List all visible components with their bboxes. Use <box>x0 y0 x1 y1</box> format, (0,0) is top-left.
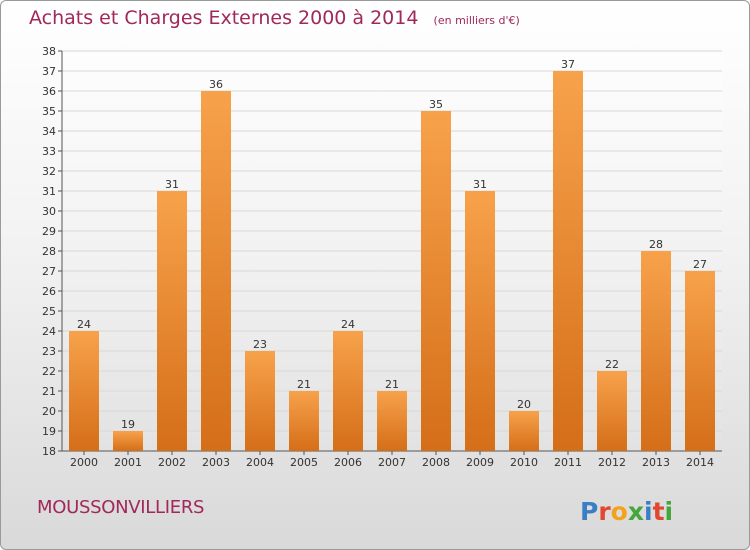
bar-value-label: 28 <box>649 238 663 251</box>
title-row: Achats et Charges Externes 2000 à 2014 (… <box>29 7 520 29</box>
bar <box>641 251 671 451</box>
bar-value-label: 37 <box>561 58 575 71</box>
bar <box>465 191 495 451</box>
bar <box>245 351 275 451</box>
bar <box>289 391 319 451</box>
bar <box>201 91 231 451</box>
y-tick-label: 31 <box>42 185 56 198</box>
x-tick-label: 2009 <box>466 456 494 469</box>
y-tick-label: 28 <box>42 245 56 258</box>
bar <box>69 331 99 451</box>
y-tick-label: 33 <box>42 145 56 158</box>
chart-unit: (en milliers d'€) <box>433 14 520 27</box>
x-tick-label: 2013 <box>642 456 670 469</box>
bar-value-label: 27 <box>693 258 707 271</box>
bar <box>377 391 407 451</box>
bar-value-label: 22 <box>605 358 619 371</box>
y-tick-label: 32 <box>42 165 56 178</box>
x-tick-label: 2002 <box>158 456 186 469</box>
chart-title: Achats et Charges Externes 2000 à 2014 <box>29 7 419 29</box>
y-tick-label: 38 <box>42 45 56 58</box>
y-tick-label: 27 <box>42 265 56 278</box>
x-tick-label: 2012 <box>598 456 626 469</box>
bar-value-label: 21 <box>385 378 399 391</box>
bar-value-label: 21 <box>297 378 311 391</box>
bar-value-label: 31 <box>165 178 179 191</box>
x-tick-label: 2007 <box>378 456 406 469</box>
bar <box>509 411 539 451</box>
x-tick-label: 2004 <box>246 456 274 469</box>
bars <box>69 71 715 451</box>
bar-value-label: 24 <box>77 318 91 331</box>
bar-value-label: 19 <box>121 418 135 431</box>
proxiti-logo: Proxiti <box>580 497 673 526</box>
bar-value-label: 36 <box>209 78 223 91</box>
value-labels: 24 19 31 36 23 21 24 21 35 31 20 37 22 28 27 <box>77 58 707 431</box>
y-tick-label: 18 <box>42 445 56 458</box>
y-tick-label: 21 <box>42 385 56 398</box>
bar-value-label: 23 <box>253 338 267 351</box>
bar <box>157 191 187 451</box>
x-tick-label: 2000 <box>70 456 98 469</box>
bar <box>113 431 143 451</box>
x-tick-label: 2014 <box>686 456 714 469</box>
x-tick-label: 2006 <box>334 456 362 469</box>
x-tick-label: 2008 <box>422 456 450 469</box>
bar-value-label: 31 <box>473 178 487 191</box>
bar-value-label: 24 <box>341 318 355 331</box>
bar <box>421 111 451 451</box>
y-tick-label: 37 <box>42 65 56 78</box>
y-tick-label: 20 <box>42 405 56 418</box>
y-tick-label: 36 <box>42 85 56 98</box>
bar <box>597 371 627 451</box>
bar <box>553 71 583 451</box>
y-tick-label: 25 <box>42 305 56 318</box>
x-tick-label: 2001 <box>114 456 142 469</box>
x-tick-label: 2005 <box>290 456 318 469</box>
y-tick-label: 29 <box>42 225 56 238</box>
bar <box>685 271 715 451</box>
bar <box>333 331 363 451</box>
y-tick-label: 30 <box>42 205 56 218</box>
bar-value-label: 20 <box>517 398 531 411</box>
y-tick-label: 19 <box>42 425 56 438</box>
x-tick-label: 2011 <box>554 456 582 469</box>
svg-text:Proxiti: Proxiti <box>580 497 673 526</box>
axes: 18 19 20 21 22 23 24 25 26 27 28 29 30 31 32 33 34 35 36 37… <box>42 45 722 469</box>
x-tick-label: 2003 <box>202 456 230 469</box>
x-tick-label: 2010 <box>510 456 538 469</box>
y-tick-label: 35 <box>42 105 56 118</box>
y-tick-label: 22 <box>42 365 56 378</box>
y-tick-label: 26 <box>42 285 56 298</box>
bar-value-label: 35 <box>429 98 443 111</box>
commune-name: MOUSSONVILLIERS <box>37 497 205 518</box>
y-tick-label: 23 <box>42 345 56 358</box>
y-tick-label: 34 <box>42 125 56 138</box>
y-tick-label: 24 <box>42 325 56 338</box>
